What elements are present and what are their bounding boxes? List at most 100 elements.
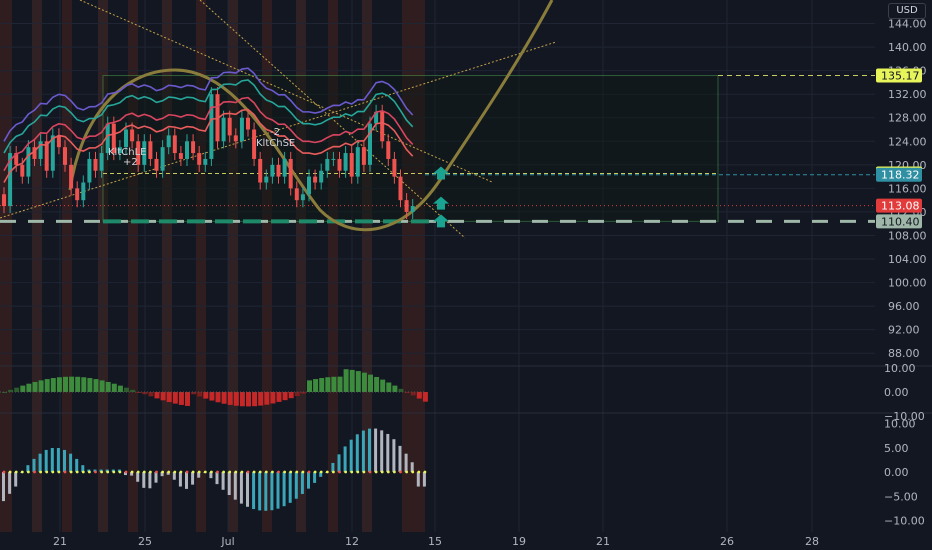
candle-body [44,141,49,171]
osc2-bar [227,472,231,496]
osc1-bar [294,392,300,397]
osc1-bar [154,392,160,399]
osc2-zero-dot [149,470,152,474]
trend-line-down-1[interactable] [79,0,493,183]
osc1-bar [99,380,105,392]
osc2-zero-dot [81,470,85,474]
osc2-bar [172,472,176,480]
osc2-zero-dot [356,470,360,474]
osc2-zero-dot [63,470,67,474]
candle-body [209,94,214,159]
ma-line-purple [3,67,414,142]
osc2-bar [337,454,341,472]
osc2-bar [343,446,347,472]
osc1-bar [313,379,319,392]
candle-body [331,158,336,160]
osc2-tick-label: −10.00 [884,515,925,528]
osc1-bar [87,378,93,392]
osc2-bar [307,472,310,489]
osc2-zero-dot [191,470,195,474]
osc2-zero-dot [155,470,158,474]
osc2-bar [69,453,73,472]
osc2-zero-dot [368,470,372,474]
osc1-tick-label: 0.00 [884,386,909,399]
osc2-bar [368,428,371,472]
candle-body [166,135,171,148]
candle-body [63,147,67,165]
osc2-zero-dot [338,470,341,474]
candle-body [50,135,55,171]
osc2-bar [166,472,170,475]
osc1-bar [319,378,325,392]
osc1-bar [410,392,416,396]
osc1-bar [368,374,373,392]
osc2-zero-dot [94,470,97,474]
session-stripe [128,0,138,532]
curve-drawing[interactable] [68,0,554,232]
osc2-zero-dot [423,470,427,474]
candle-body [69,164,74,189]
ma-line-teal [3,79,414,154]
candle-body [185,141,189,159]
osc2-zero-dot [417,470,421,474]
price-tick-label: 88.00 [888,347,920,360]
candle-body [313,176,318,183]
osc1-bar [130,389,136,392]
osc2-zero-dot [8,470,12,474]
trend-line-down-2[interactable] [199,0,466,239]
price-tick-label: 132.00 [888,88,927,101]
session-stripe [98,0,108,532]
osc1-bar [337,376,343,392]
osc2-zero-dot [161,470,165,474]
osc2-zero-dot [319,470,323,474]
osc2-bar [197,472,201,478]
candle-body [154,158,159,171]
osc1-bar [81,377,87,392]
session-stripe [32,0,42,532]
range-box[interactable] [102,75,719,222]
osc2-bar [264,472,268,511]
osc2-zero-dot [228,470,232,474]
session-stripe [228,0,238,532]
ma-line-red [3,108,414,183]
price-badge [876,68,922,83]
candle-body [227,117,232,136]
osc2-bar [386,433,390,472]
osc1-bar [270,392,276,404]
osc2-zero-dot [210,470,213,474]
time-tick-label: 15 [428,535,442,548]
osc2-bar [44,449,48,472]
candle-body [343,153,348,171]
candle-body [8,153,13,207]
session-stripe [402,0,425,532]
price-tick-label: 108.00 [888,229,927,242]
candle-body [276,164,281,177]
osc2-zero-dot [185,470,189,474]
session-stripe [62,0,72,532]
time-tick-label: 19 [512,535,526,548]
osc2-zero-dot [350,470,354,474]
trend-line-up[interactable] [0,41,557,219]
price-axis: 144.00140.00136.00132.00128.00124.00120.… [876,18,927,528]
price-tick-label: 128.00 [888,112,927,125]
candle-body [197,153,202,165]
currency-button[interactable]: USD [888,3,926,19]
osc2-bar [81,465,85,472]
osc2-zero-dot [277,470,280,474]
osc2-zero-dot [222,470,226,474]
candlestick-series [2,67,415,219]
candle-body [124,129,128,148]
osc2-zero-dot [179,470,183,474]
candle-body [130,129,135,142]
price-tick-label: 116.00 [888,182,927,195]
price-tick-label: 104.00 [888,253,927,266]
osc1-bar [215,392,221,403]
osc2-zero-dot [283,470,286,474]
osc2-zero-dot [332,470,335,474]
osc2-bar [374,428,378,472]
candle-body [307,176,311,195]
candle-body [264,176,269,183]
osc1-bar [93,379,99,392]
